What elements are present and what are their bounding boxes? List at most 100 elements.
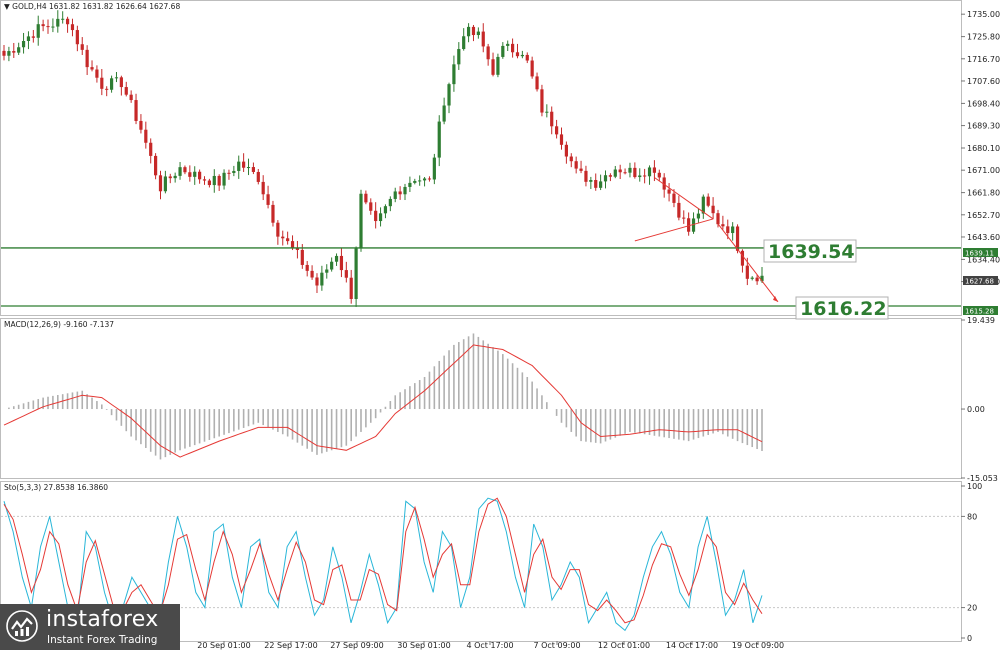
candle-bull — [330, 261, 334, 270]
time-tick-label: 20 Sep 01:00 — [197, 641, 250, 650]
candle-bull — [457, 49, 461, 65]
candle-bear — [202, 179, 207, 181]
candle-bull — [354, 248, 358, 299]
macd-panel — [0, 318, 962, 479]
candle-bear — [667, 189, 671, 194]
candle-bear — [276, 222, 280, 237]
candle-bear — [740, 250, 745, 266]
candle-bull — [383, 206, 388, 214]
candle-bear — [471, 26, 476, 36]
candle-bear — [242, 161, 246, 168]
macd-signal-line — [3, 344, 763, 458]
candle-bear — [158, 175, 163, 192]
wedge-lower-line — [634, 218, 714, 242]
candle-bull — [359, 193, 363, 249]
candle-bear — [266, 194, 270, 205]
candle-bear — [564, 144, 568, 157]
macd-tick-label: 19.439 — [967, 316, 995, 325]
candle-bear — [687, 218, 691, 232]
candle-bear — [207, 180, 211, 186]
candle-bull — [212, 175, 216, 186]
candle-bull — [432, 157, 436, 180]
candle-bull — [109, 78, 114, 90]
candle-bull — [501, 45, 505, 57]
candle-bear — [491, 59, 495, 75]
candle-bear — [119, 77, 123, 88]
candle-bear — [569, 156, 573, 162]
candle-bear — [290, 241, 295, 248]
symbol-title: ▼ GOLD,H4 1631.82 1631.82 1626.64 1627.6… — [4, 2, 180, 11]
price-tick-label: 1634.40 — [967, 255, 1000, 264]
candle-bull — [173, 175, 177, 179]
candle-bull — [163, 176, 167, 192]
candle-bear — [41, 24, 45, 27]
candle-bear — [65, 18, 70, 25]
candle-bear — [574, 161, 578, 169]
candle-bear — [85, 49, 89, 68]
candle-bear — [555, 126, 559, 135]
candle-bull — [701, 196, 705, 214]
candle-bear — [227, 172, 231, 174]
stochastic-tick-label: 100 — [967, 482, 982, 491]
time-tick-label: 14 Oct 17:00 — [666, 641, 718, 650]
candle-bull — [452, 64, 456, 85]
candle-bull — [222, 172, 226, 186]
candle-bull — [61, 18, 65, 20]
candle-bear — [271, 204, 275, 223]
svg-text:1639.11: 1639.11 — [965, 250, 994, 258]
candle-bear — [256, 171, 260, 182]
candle-bear — [427, 178, 432, 180]
candle-bear — [144, 129, 148, 143]
candle-bull — [232, 170, 236, 173]
candle-bear — [608, 175, 612, 177]
candle-bear — [711, 205, 715, 214]
candle-bull — [731, 226, 735, 234]
candle-bear — [295, 247, 300, 250]
candle-bull — [378, 213, 383, 222]
candle-bull — [496, 56, 500, 75]
candle-bear — [584, 170, 588, 182]
candle-bear — [559, 134, 564, 145]
candle-bear — [90, 67, 94, 70]
candle-bear — [124, 87, 128, 95]
candle-bull — [114, 77, 119, 79]
candle-bear — [168, 176, 172, 179]
candle-bear — [183, 167, 187, 173]
candle-bull — [466, 26, 471, 37]
candle-bull — [760, 275, 764, 282]
candle-bear — [530, 60, 534, 77]
candle-bear — [726, 226, 730, 234]
candle-bear — [369, 202, 373, 211]
candle-bear — [198, 171, 202, 180]
candle-bear — [716, 213, 720, 225]
wedge-pattern — [634, 177, 779, 303]
candle-bull — [334, 255, 339, 262]
candle-bull — [422, 178, 427, 181]
candle-bear — [677, 202, 681, 218]
candle-bear — [281, 236, 285, 239]
candle-bull — [26, 36, 31, 41]
candle-bull — [589, 180, 593, 182]
candle-bear — [721, 224, 725, 227]
candle-bull — [628, 167, 632, 173]
candle-bear — [300, 249, 304, 265]
macd-histogram: 19.439 0.00 -15.053 — [3, 316, 998, 483]
candle-bull — [237, 161, 241, 171]
candle-bear — [618, 169, 622, 173]
candle-bear — [755, 277, 759, 282]
time-tick-label: 7 Oct 09:00 — [533, 641, 580, 650]
candle-bull — [403, 186, 407, 195]
candle-bull — [462, 36, 466, 50]
candle-bear — [510, 43, 515, 53]
candle-bull — [638, 175, 642, 178]
candle-bull — [506, 43, 510, 46]
price-tick-label: 1652.70 — [967, 211, 1000, 220]
candle-bear — [349, 277, 353, 299]
candle-bear — [706, 196, 710, 206]
candle-bear — [398, 191, 402, 195]
candle-bull — [603, 175, 608, 182]
price-tick-label: 1716.70 — [967, 55, 1000, 64]
candle-bear — [735, 226, 740, 251]
price-axis: 1735.00 1725.80 1716.70 1707.60 1698.40 1689.… — [961, 10, 1000, 287]
candle-bear — [286, 238, 290, 242]
